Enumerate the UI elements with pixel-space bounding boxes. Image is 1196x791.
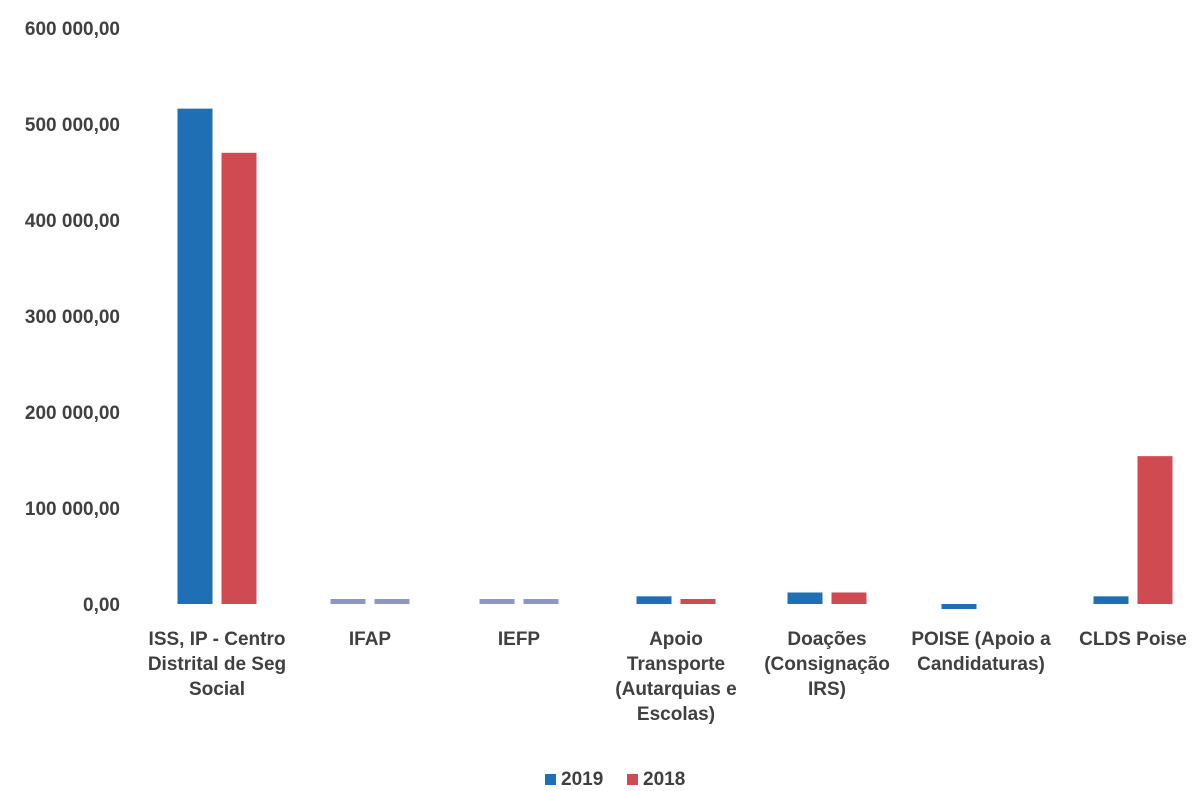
bars	[177, 108, 1173, 609]
x-category-label: ISS, IP - Centro Distrital de Seg Social	[148, 629, 286, 700]
legend-swatch-2018	[627, 774, 638, 785]
x-category-label: POISE (Apoio a Candidaturas)	[911, 629, 1051, 675]
x-axis-categories: ISS, IP - Centro Distrital de Seg Social IF…	[148, 629, 1187, 725]
legend-label-2019: 2019	[561, 769, 603, 790]
x-category-label: Doações (Consignação IRS)	[764, 629, 890, 700]
x-category-label: Apoio Transporte (Autarquias e Escolas)	[615, 629, 736, 725]
y-tick-label: 0,00	[83, 595, 120, 616]
legend: 2019 2018	[545, 769, 685, 790]
legend-swatch-2019	[545, 774, 556, 785]
bar-2019-5	[941, 604, 977, 609]
bar-2019-2	[479, 599, 515, 604]
bar-2018-0	[221, 152, 257, 605]
x-category-label: IEFP	[498, 629, 541, 650]
legend-label-2018: 2018	[643, 769, 685, 790]
bar-2019-0	[177, 108, 213, 604]
y-tick-label: 200 000,00	[25, 403, 120, 424]
x-category-label: IFAP	[349, 629, 392, 650]
y-tick-label: 600 000,00	[25, 19, 120, 40]
y-axis-ticks: 0,00 100 000,00 200 000,00 300 000,00 400 00…	[25, 19, 120, 616]
y-tick-label: 500 000,00	[25, 115, 120, 136]
bar-2018-2	[523, 599, 559, 604]
bar-2019-1	[330, 599, 366, 604]
bar-2018-1	[374, 599, 410, 604]
bar-2019-4	[787, 592, 823, 604]
bar-2018-4	[831, 592, 867, 604]
y-tick-label: 400 000,00	[25, 211, 120, 232]
bar-2019-6	[1093, 596, 1129, 604]
x-category-label: CLDS Poise	[1079, 629, 1187, 650]
y-tick-label: 300 000,00	[25, 307, 120, 328]
y-tick-label: 100 000,00	[25, 499, 120, 520]
bar-2019-3	[636, 596, 672, 604]
bar-2018-3	[680, 599, 716, 604]
bar-2018-6	[1137, 456, 1173, 604]
